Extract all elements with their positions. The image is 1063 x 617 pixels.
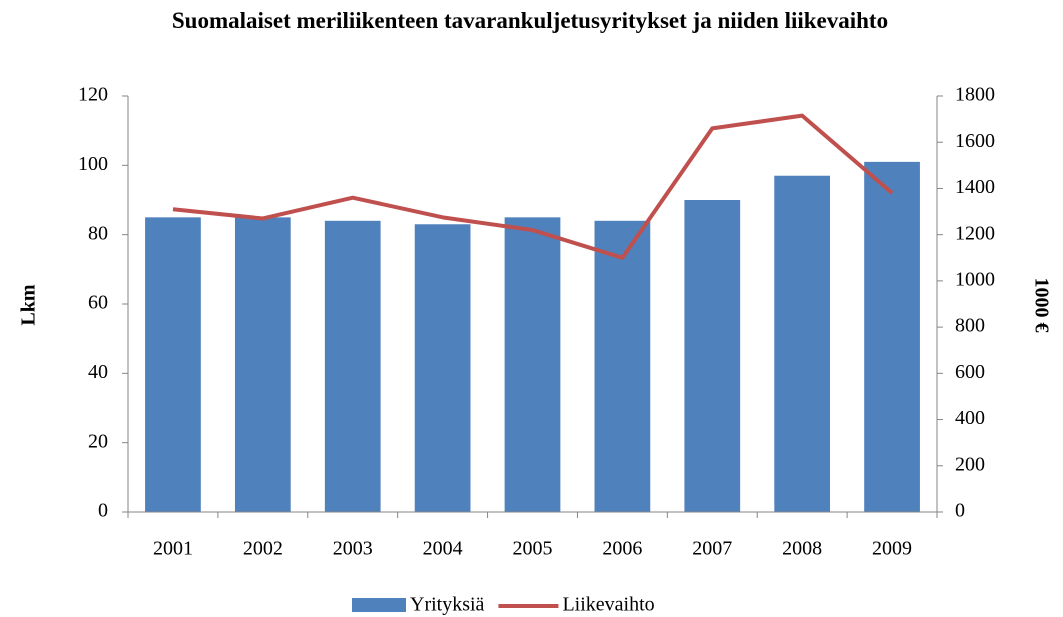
x-tick-label: 2004 [423, 538, 463, 560]
x-tick-label: 2008 [782, 538, 822, 560]
y2-tick-label: 400 [955, 407, 985, 429]
y2-tick-label: 800 [955, 315, 985, 337]
line [172, 113, 894, 260]
y-tick-label: 120 [78, 84, 108, 106]
y2-tick-label: 1000 [955, 268, 995, 290]
y-tick-label: 20 [88, 430, 108, 452]
legend-label: Liikevaihto [562, 594, 654, 616]
y2-axis-title: 1000 € [1030, 278, 1052, 333]
x-tick-label: 2006 [602, 538, 642, 560]
y2-tick-label: 1800 [955, 84, 995, 106]
bar [145, 217, 201, 513]
x-tick-label: 2005 [513, 538, 553, 560]
x-tick-label: 2003 [333, 538, 373, 560]
x-tick-label: 2001 [153, 538, 193, 560]
legend-label: Yrityksiä [410, 594, 485, 616]
y-tick-label: 80 [88, 222, 108, 244]
bar [594, 220, 651, 513]
y2-tick-label: 200 [955, 453, 985, 475]
y-tick-label: 40 [88, 361, 108, 383]
x-tick-label: 2009 [872, 538, 912, 560]
bar [684, 200, 741, 512]
y2-tick-label: 0 [955, 500, 965, 522]
bar [414, 224, 471, 512]
bar [234, 217, 291, 513]
y2-tick-label: 600 [955, 361, 985, 383]
bar [324, 220, 381, 513]
chart-title: Suomalaiset meriliikenteen tavarankuljet… [171, 8, 889, 33]
y-axis-title: Lkm [18, 284, 40, 325]
y-tick-label: 0 [98, 500, 108, 522]
y2-tick-label: 1200 [955, 222, 995, 244]
y-tick-label: 100 [78, 153, 108, 175]
y2-tick-label: 1600 [955, 130, 995, 152]
x-tick-label: 2002 [243, 538, 283, 560]
x-tick-label: 2007 [692, 538, 732, 560]
legend-swatch [352, 598, 406, 612]
bar [864, 161, 920, 512]
bar [774, 175, 831, 512]
y-tick-label: 60 [88, 292, 108, 314]
y2-tick-label: 1400 [955, 176, 995, 198]
bar [504, 217, 561, 513]
